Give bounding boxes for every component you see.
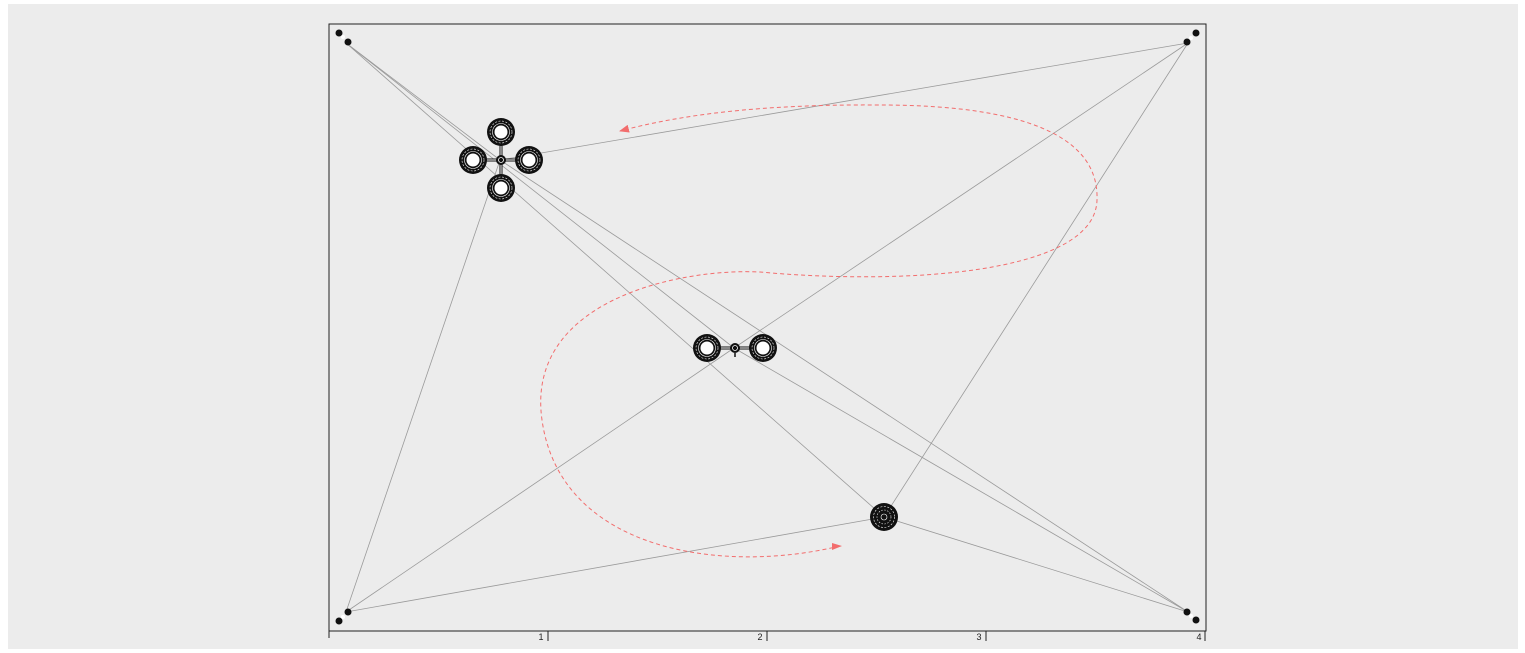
link-tr-single <box>883 42 1189 518</box>
link-br-single <box>883 516 1189 613</box>
flight-path <box>540 104 1098 558</box>
link-tl-quad <box>345 42 501 161</box>
diagram-background <box>8 4 1518 649</box>
anchor-top-right <box>1183 29 1200 46</box>
anchor-bottom-left <box>335 608 352 625</box>
x-tick-label-4: 4 <box>1196 632 1201 642</box>
single-rotor-icon <box>870 503 898 531</box>
link-br-dual <box>733 347 1189 613</box>
flight-path-curve <box>540 104 1098 558</box>
connection-lines <box>345 42 1189 613</box>
link-bl-quad <box>345 159 501 613</box>
link-br-quad <box>499 159 1189 613</box>
anchors <box>335 29 1200 625</box>
link-tr-quad <box>499 42 1189 161</box>
x-tick-label-3: 3 <box>976 632 981 642</box>
link-tr-dual <box>733 42 1189 349</box>
x-axis: 1 2 3 4 <box>328 630 1206 642</box>
quadcopter-icon <box>458 117 544 203</box>
link-bl-single <box>345 516 885 613</box>
link-tl-dual <box>345 42 735 349</box>
anchor-top-left <box>335 29 352 46</box>
flight-path-start-arrow <box>832 543 842 550</box>
x-tick-label-1: 1 <box>538 632 543 642</box>
link-tl-single <box>345 42 885 518</box>
x-tick-label-2: 2 <box>757 632 762 642</box>
dual-rotor-icon <box>692 333 778 363</box>
anchor-bottom-right <box>1183 608 1200 624</box>
link-bl-dual <box>345 347 735 613</box>
